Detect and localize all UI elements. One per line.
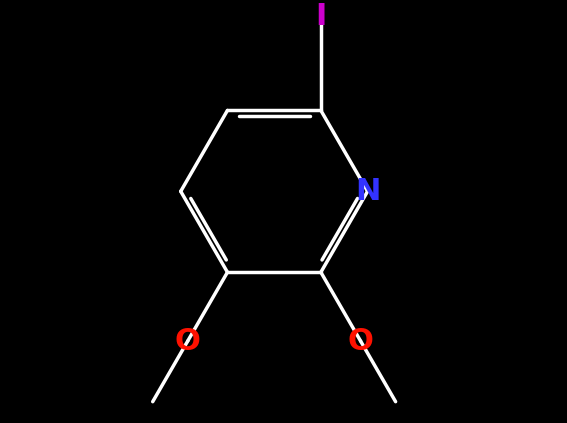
Text: I: I <box>315 3 327 31</box>
Text: O: O <box>348 327 374 355</box>
Text: O: O <box>175 327 201 355</box>
Text: N: N <box>355 177 380 206</box>
